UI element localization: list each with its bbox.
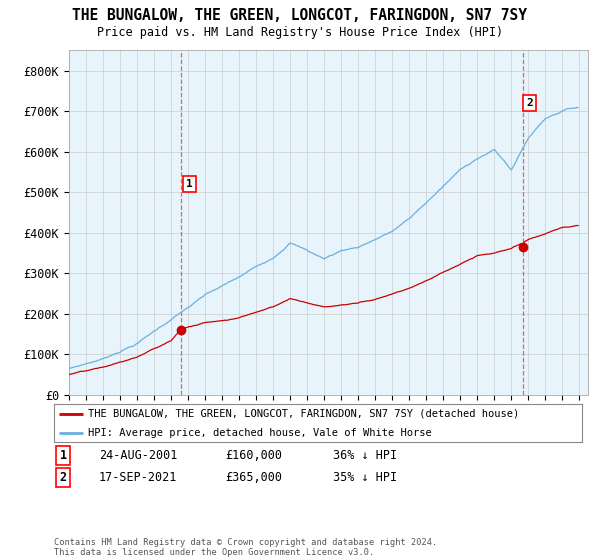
Text: 1: 1: [59, 449, 67, 463]
Text: £160,000: £160,000: [225, 449, 282, 463]
Text: 17-SEP-2021: 17-SEP-2021: [99, 470, 178, 484]
Text: 36% ↓ HPI: 36% ↓ HPI: [333, 449, 397, 463]
Text: 1: 1: [186, 179, 193, 189]
Text: Price paid vs. HM Land Registry's House Price Index (HPI): Price paid vs. HM Land Registry's House …: [97, 26, 503, 39]
Text: 24-AUG-2001: 24-AUG-2001: [99, 449, 178, 463]
Text: 2: 2: [59, 470, 67, 484]
Text: HPI: Average price, detached house, Vale of White Horse: HPI: Average price, detached house, Vale…: [88, 428, 432, 438]
Text: THE BUNGALOW, THE GREEN, LONGCOT, FARINGDON, SN7 7SY: THE BUNGALOW, THE GREEN, LONGCOT, FARING…: [73, 8, 527, 24]
Text: Contains HM Land Registry data © Crown copyright and database right 2024.
This d: Contains HM Land Registry data © Crown c…: [54, 538, 437, 557]
Text: 2: 2: [526, 98, 533, 108]
Text: 35% ↓ HPI: 35% ↓ HPI: [333, 470, 397, 484]
Text: £365,000: £365,000: [225, 470, 282, 484]
Text: THE BUNGALOW, THE GREEN, LONGCOT, FARINGDON, SN7 7SY (detached house): THE BUNGALOW, THE GREEN, LONGCOT, FARING…: [88, 409, 520, 419]
